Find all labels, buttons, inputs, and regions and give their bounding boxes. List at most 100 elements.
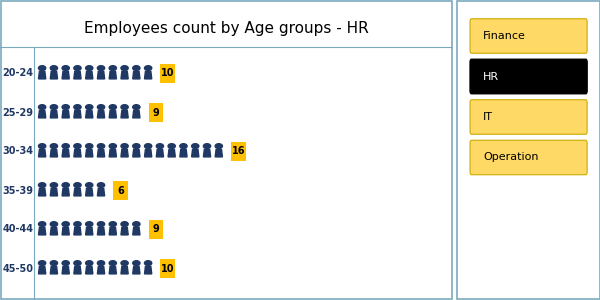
- Polygon shape: [50, 227, 58, 235]
- FancyBboxPatch shape: [160, 64, 175, 83]
- Polygon shape: [215, 149, 223, 157]
- Polygon shape: [109, 266, 116, 274]
- Polygon shape: [74, 149, 81, 157]
- Circle shape: [62, 261, 70, 266]
- Circle shape: [50, 105, 58, 110]
- Circle shape: [145, 66, 152, 70]
- Polygon shape: [86, 227, 93, 235]
- Circle shape: [203, 144, 211, 148]
- Circle shape: [121, 261, 128, 266]
- Circle shape: [62, 144, 70, 148]
- Text: 10: 10: [161, 68, 175, 79]
- Text: 30-34: 30-34: [2, 146, 33, 157]
- Circle shape: [133, 222, 140, 226]
- Polygon shape: [74, 110, 81, 118]
- Polygon shape: [50, 149, 58, 157]
- Circle shape: [50, 261, 58, 266]
- Circle shape: [215, 144, 223, 148]
- Circle shape: [62, 183, 70, 188]
- Polygon shape: [74, 227, 81, 235]
- Circle shape: [86, 105, 93, 110]
- Circle shape: [145, 261, 152, 266]
- Circle shape: [168, 144, 175, 148]
- Circle shape: [38, 66, 46, 70]
- Polygon shape: [86, 188, 93, 196]
- Circle shape: [50, 144, 58, 148]
- Circle shape: [38, 144, 46, 148]
- Polygon shape: [62, 266, 70, 274]
- Circle shape: [97, 66, 104, 70]
- Circle shape: [97, 183, 104, 188]
- Circle shape: [156, 144, 164, 148]
- FancyBboxPatch shape: [149, 103, 163, 122]
- Circle shape: [50, 222, 58, 226]
- Polygon shape: [133, 227, 140, 235]
- Polygon shape: [97, 110, 104, 118]
- Circle shape: [109, 144, 116, 148]
- Polygon shape: [121, 227, 128, 235]
- FancyBboxPatch shape: [470, 19, 587, 53]
- Circle shape: [133, 261, 140, 266]
- FancyBboxPatch shape: [160, 259, 175, 278]
- Circle shape: [86, 261, 93, 266]
- Circle shape: [62, 66, 70, 70]
- Polygon shape: [109, 149, 116, 157]
- FancyBboxPatch shape: [470, 59, 587, 94]
- Circle shape: [50, 66, 58, 70]
- Circle shape: [121, 222, 128, 226]
- Text: 45-50: 45-50: [2, 263, 33, 274]
- Polygon shape: [109, 227, 116, 235]
- Polygon shape: [62, 227, 70, 235]
- Polygon shape: [74, 71, 81, 79]
- Polygon shape: [145, 149, 152, 157]
- Polygon shape: [38, 188, 46, 196]
- Polygon shape: [109, 71, 116, 79]
- Circle shape: [97, 105, 104, 110]
- FancyBboxPatch shape: [470, 100, 587, 134]
- Circle shape: [97, 261, 104, 266]
- Circle shape: [109, 222, 116, 226]
- Polygon shape: [97, 71, 104, 79]
- Polygon shape: [97, 188, 104, 196]
- Polygon shape: [145, 266, 152, 274]
- Circle shape: [86, 66, 93, 70]
- Polygon shape: [121, 110, 128, 118]
- Circle shape: [74, 261, 81, 266]
- Polygon shape: [38, 110, 46, 118]
- Circle shape: [62, 222, 70, 226]
- Polygon shape: [133, 149, 140, 157]
- Circle shape: [109, 66, 116, 70]
- Circle shape: [38, 183, 46, 188]
- Polygon shape: [74, 188, 81, 196]
- Circle shape: [133, 66, 140, 70]
- Polygon shape: [50, 266, 58, 274]
- Polygon shape: [86, 266, 93, 274]
- Polygon shape: [74, 266, 81, 274]
- Circle shape: [133, 144, 140, 148]
- Polygon shape: [62, 110, 70, 118]
- Text: Finance: Finance: [483, 31, 526, 41]
- Polygon shape: [168, 149, 175, 157]
- Text: 40-44: 40-44: [2, 224, 33, 235]
- Text: 9: 9: [152, 224, 159, 235]
- Circle shape: [133, 105, 140, 110]
- Text: HR: HR: [483, 71, 499, 82]
- Polygon shape: [191, 149, 199, 157]
- Circle shape: [38, 261, 46, 266]
- Text: 9: 9: [152, 107, 159, 118]
- Circle shape: [86, 183, 93, 188]
- Polygon shape: [133, 266, 140, 274]
- Circle shape: [74, 66, 81, 70]
- Text: IT: IT: [483, 112, 493, 122]
- Circle shape: [50, 183, 58, 188]
- Text: Employees count by Age groups - HR: Employees count by Age groups - HR: [84, 21, 369, 36]
- FancyBboxPatch shape: [231, 142, 245, 161]
- FancyBboxPatch shape: [113, 181, 128, 200]
- Polygon shape: [156, 149, 164, 157]
- Polygon shape: [50, 110, 58, 118]
- Circle shape: [38, 105, 46, 110]
- Polygon shape: [121, 266, 128, 274]
- Polygon shape: [121, 71, 128, 79]
- Text: 35-39: 35-39: [2, 185, 33, 196]
- Text: 6: 6: [117, 185, 124, 196]
